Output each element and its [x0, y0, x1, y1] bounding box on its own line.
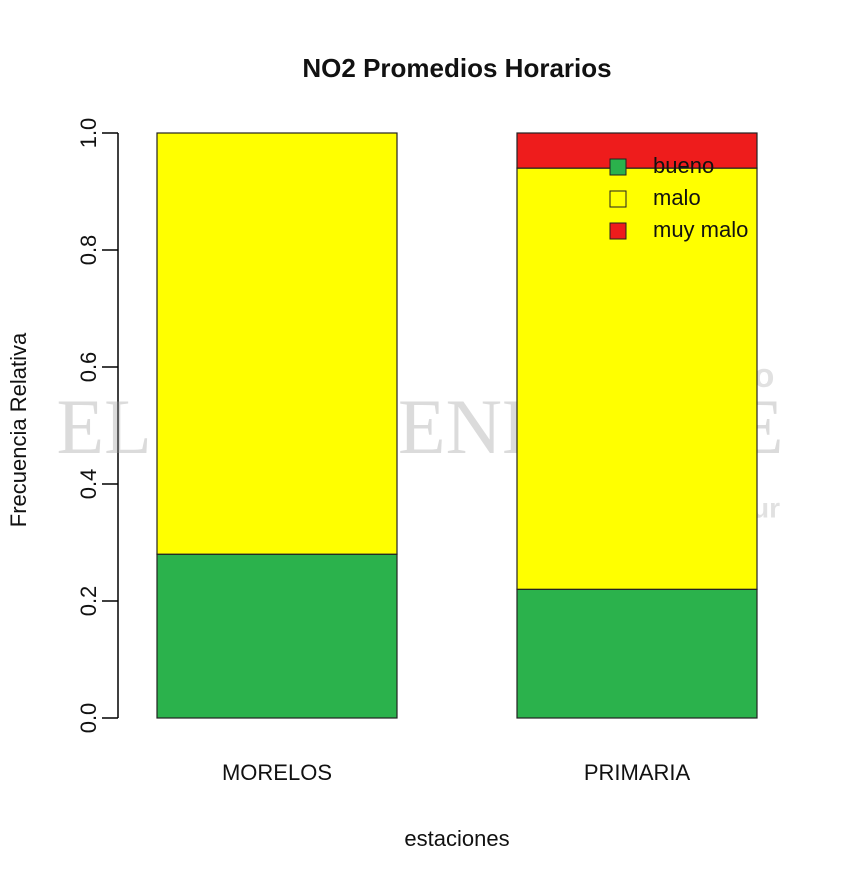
bar-segment	[516, 167, 758, 590]
y-tick-label: 0.2	[76, 586, 101, 617]
bar-segment	[156, 132, 398, 555]
y-tick-label: 0.0	[76, 703, 101, 734]
y-tick-label: 0.8	[76, 235, 101, 266]
legend-swatch	[609, 190, 627, 208]
y-axis-label: Frecuencia Relativa	[6, 332, 31, 527]
legend-label: malo	[653, 185, 701, 210]
legend-label: muy malo	[653, 217, 748, 242]
legend-swatch	[609, 222, 627, 240]
y-tick-label: 1.0	[76, 118, 101, 149]
x-tick-label: MORELOS	[222, 760, 332, 785]
x-tick-label: PRIMARIA	[584, 760, 691, 785]
legend-label: bueno	[653, 153, 714, 178]
x-axis-label: estaciones	[404, 826, 509, 851]
bar-segment	[516, 132, 758, 169]
bar-segment	[516, 588, 758, 719]
y-tick-label: 0.6	[76, 352, 101, 383]
y-tick-label: 0.4	[76, 469, 101, 500]
legend-swatch	[609, 158, 627, 176]
bar-segment	[156, 553, 398, 719]
chart-title: NO2 Promedios Horarios	[302, 53, 611, 83]
